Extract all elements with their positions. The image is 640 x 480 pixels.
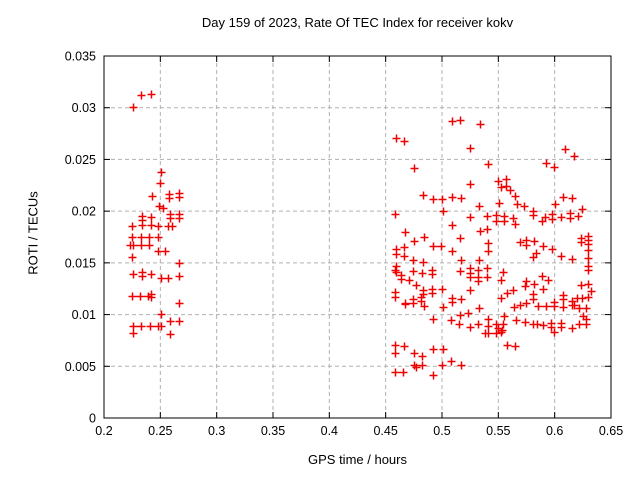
x-tick-label: 0.45 — [373, 424, 397, 438]
x-tick-label: 0.5 — [433, 424, 450, 438]
y-tick-label: 0.035 — [65, 50, 96, 64]
x-tick-label: 0.65 — [599, 424, 623, 438]
x-tick-label: 0.55 — [486, 424, 510, 438]
x-tick-label: 0.6 — [546, 424, 563, 438]
x-axis-label: GPS time / hours — [308, 452, 407, 467]
x-tick-label: 0.3 — [208, 424, 225, 438]
plot-border — [103, 55, 612, 419]
y-tick-label: 0.01 — [72, 308, 96, 322]
y-tick-label: 0.025 — [65, 153, 96, 167]
x-tick-label: 0.2 — [95, 424, 112, 438]
x-tick-label: 0.25 — [148, 424, 172, 438]
y-tick-label: 0.015 — [65, 256, 96, 270]
chart-title: Day 159 of 2023, Rate Of TEC Index for r… — [201, 15, 514, 30]
y-tick-label: 0.03 — [72, 101, 96, 115]
y-tick-label: 0.02 — [72, 205, 96, 219]
x-tick-label: 0.4 — [321, 424, 338, 438]
x-tick-label: 0.35 — [261, 424, 285, 438]
data-points — [126, 90, 596, 380]
y-tick-label: 0 — [89, 412, 96, 426]
y-axis-label: ROTI / TECUs — [25, 191, 41, 275]
y-tick-label: 0.005 — [65, 360, 96, 374]
